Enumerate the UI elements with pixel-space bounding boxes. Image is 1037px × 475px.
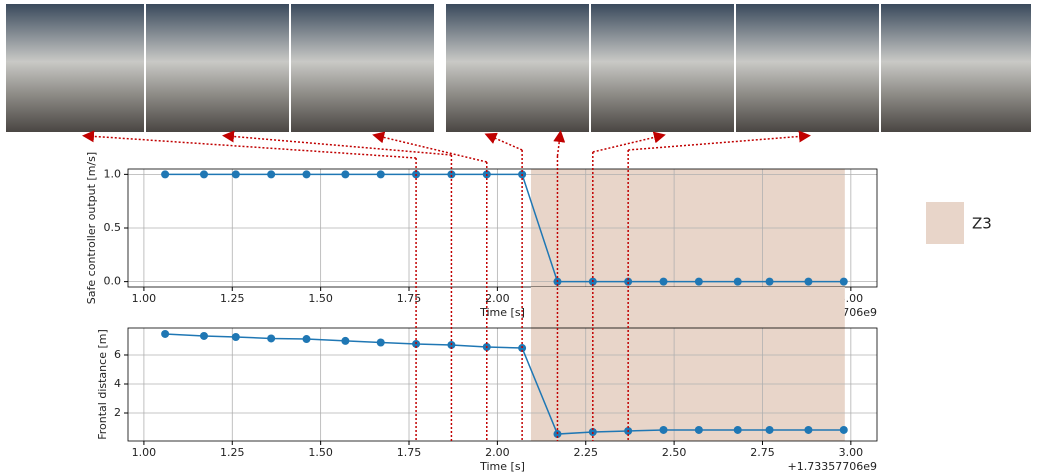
x-tick-label: 2.50 (662, 446, 687, 459)
data-point (840, 426, 848, 434)
data-point (161, 170, 169, 178)
data-point (766, 278, 774, 286)
data-point (200, 170, 208, 178)
data-point (695, 278, 703, 286)
x-tick-label: 2.25 (573, 446, 598, 459)
data-point (267, 170, 275, 178)
y-tick-label: 0.0 (104, 275, 122, 288)
x-tick-label: 1.25 (220, 292, 245, 305)
x-offset-label: +1.73357706e9 (788, 460, 877, 473)
x-tick-label: 3.00 (839, 446, 864, 459)
data-point (377, 339, 385, 347)
y-tick-label: 2 (114, 406, 121, 419)
x-tick-label: 2.00 (485, 292, 510, 305)
y-tick-label: 4 (114, 377, 121, 390)
data-point (840, 278, 848, 286)
data-point (660, 426, 668, 434)
x-tick-label: 1.00 (132, 292, 157, 305)
x-tick-label: 2.75 (750, 446, 775, 459)
photo-strip (6, 4, 1031, 132)
shaded-region (531, 287, 845, 441)
x-tick-label: 1.50 (308, 446, 333, 459)
connector-arrow (628, 136, 805, 150)
connector-arrow (378, 136, 487, 162)
connector-arrow (593, 136, 660, 152)
x-axis-label: Time [s] (479, 306, 525, 319)
data-point (804, 278, 812, 286)
photo (736, 4, 879, 132)
connector-arrow (88, 136, 416, 158)
data-point (734, 278, 742, 286)
data-point (303, 335, 311, 343)
y-tick-label: 1.0 (104, 167, 122, 180)
x-tick-label: 1.00 (132, 446, 157, 459)
photo (6, 4, 144, 132)
figure: Z3 1.00 1.25 1.50 1.75 2.00 2.25 2.50 2.75 3.00 0.… (0, 0, 1037, 475)
data-point (377, 170, 385, 178)
data-point (804, 426, 812, 434)
connector-arrow (490, 136, 522, 150)
y-tick-label: 0.5 (104, 221, 122, 234)
data-point (660, 278, 668, 286)
data-point (695, 426, 703, 434)
y-axis-label: Frontal distance [m] (96, 329, 109, 440)
data-point (303, 170, 311, 178)
y-axis-label: Safe controller output [m/s] (85, 152, 98, 304)
photo (881, 4, 1031, 132)
connector-arrow (557, 136, 560, 156)
photo (146, 4, 289, 132)
data-point (766, 426, 774, 434)
x-tick-label: 1.75 (397, 446, 422, 459)
data-point (200, 332, 208, 340)
photo (446, 4, 589, 132)
data-point (267, 334, 275, 342)
legend-swatch (926, 202, 964, 244)
x-tick-label: 1.75 (397, 292, 422, 305)
x-tick-label: 1.50 (308, 292, 333, 305)
data-point (232, 333, 240, 341)
photo (291, 4, 434, 132)
data-point (734, 426, 742, 434)
x-tick-label: 2.00 (485, 446, 510, 459)
data-point (341, 337, 349, 345)
data-point (232, 170, 240, 178)
data-point (341, 170, 349, 178)
y-tick-label: 6 (114, 348, 121, 361)
photo (591, 4, 734, 132)
legend-label: Z3 (972, 215, 992, 233)
x-axis-label: Time [s] (479, 460, 525, 473)
x-tick-label: 1.25 (220, 446, 245, 459)
data-point (161, 330, 169, 338)
